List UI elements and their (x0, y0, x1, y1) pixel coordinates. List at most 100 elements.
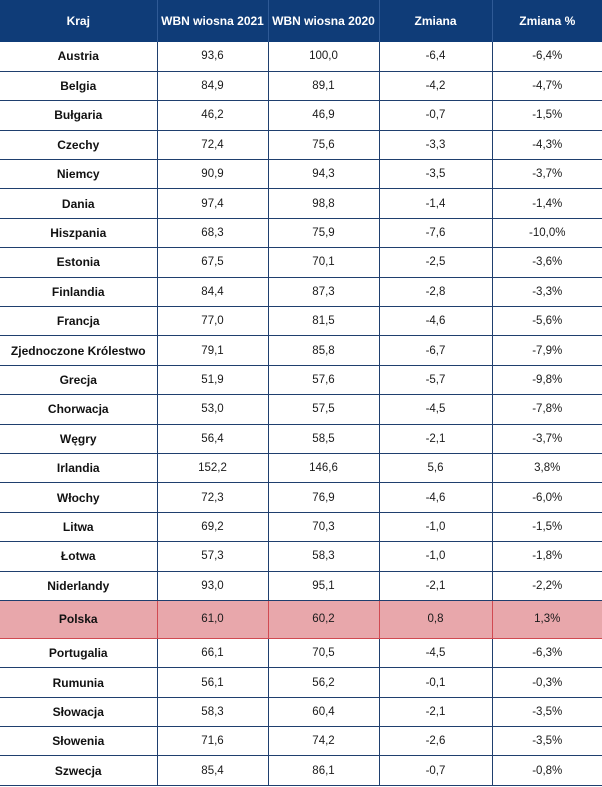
cell-wbn-2020: 98,8 (267, 188, 379, 219)
table-row: Węgry 56,4 58,5 -2,1 -3,7% (0, 424, 602, 454)
cell-change-pct: -1,4% (491, 188, 602, 219)
cell-wbn-2021: 69,2 (156, 512, 268, 543)
column-header-2020: WBN wiosna 2020 (267, 0, 379, 42)
table-row: Szwecja 85,4 86,1 -0,7 -0,8% (0, 755, 602, 786)
cell-change: -4,5 (378, 394, 492, 425)
cell-wbn-2021: 72,3 (156, 482, 268, 513)
cell-change-pct: 3,8% (491, 453, 602, 484)
cell-wbn-2021: 51,9 (156, 365, 268, 396)
cell-wbn-2020: 56,2 (267, 667, 379, 698)
table-header: Kraj WBN wiosna 2021 WBN wiosna 2020 Zmi… (0, 0, 602, 42)
table-row-highlighted: Polska 61,0 60,2 0,8 1,3% (0, 599, 602, 639)
cell-wbn-2020: 146,6 (267, 453, 379, 484)
table-row: Niderlandy 93,0 95,1 -2,1 -2,2% (0, 571, 602, 601)
column-header-change-pct: Zmiana % (491, 0, 602, 42)
table-row: Słowacja 58,3 60,4 -2,1 -3,5% (0, 697, 602, 728)
cell-wbn-2021: 97,4 (156, 188, 268, 219)
cell-wbn-2021: 93,0 (156, 571, 268, 601)
cell-change: 5,6 (378, 453, 492, 484)
cell-change: 0,8 (378, 599, 492, 639)
cell-wbn-2020: 58,3 (267, 541, 379, 572)
table-row: Portugalia 66,1 70,5 -4,5 -6,3% (0, 638, 602, 669)
cell-country: Belgia (0, 71, 157, 102)
cell-wbn-2020: 75,6 (267, 130, 379, 161)
table-body: Austria 93,6 100,0 -6,4 -6,4% Belgia 84,9 89,1-… (0, 42, 602, 786)
table-row: Czechy 72,4 75,6 -3,3 -4,3% (0, 130, 602, 161)
cell-country: Łotwa (0, 541, 157, 572)
cell-wbn-2021: 72,4 (156, 130, 268, 161)
cell-country: Chorwacja (0, 394, 157, 425)
table-row: Austria 93,6 100,0 -6,4 -6,4% (0, 42, 602, 72)
cell-country: Polska (0, 599, 157, 639)
cell-change: -2,1 (378, 424, 492, 454)
cell-change-pct: -6,3% (491, 638, 602, 669)
cell-change: -0,7 (378, 755, 492, 786)
cell-wbn-2020: 76,9 (267, 482, 379, 513)
cell-change: -0,1 (378, 667, 492, 698)
cell-wbn-2020: 87,3 (267, 277, 379, 308)
cell-change-pct: -1,5% (491, 100, 602, 131)
cell-change-pct: -7,9% (491, 335, 602, 366)
table-row: Dania 97,4 98,8 -1,4 -1,4% (0, 188, 602, 219)
cell-wbn-2021: 71,6 (156, 726, 268, 757)
cell-country: Austria (0, 42, 157, 72)
cell-country: Węgry (0, 424, 157, 454)
cell-change-pct: -0,8% (491, 755, 602, 786)
cell-country: Szwecja (0, 755, 157, 786)
cell-wbn-2021: 67,5 (156, 247, 268, 278)
cell-change-pct: -3,6% (491, 247, 602, 278)
cell-change: -4,5 (378, 638, 492, 669)
cell-change: -3,3 (378, 130, 492, 161)
cell-wbn-2020: 75,9 (267, 218, 379, 249)
cell-change-pct: -7,8% (491, 394, 602, 425)
table-row: Hiszpania 68,3 75,9 -7,6 -10,0% (0, 218, 602, 249)
cell-change: -4,6 (378, 482, 492, 513)
cell-change: -2,5 (378, 247, 492, 278)
cell-wbn-2020: 57,5 (267, 394, 379, 425)
table-row: Finlandia 84,4 87,3 -2,8 -3,3% (0, 277, 602, 308)
cell-wbn-2021: 56,4 (156, 424, 268, 454)
table-row: Niemcy 90,9 94,3 -3,5 -3,7% (0, 159, 602, 190)
cell-wbn-2020: 60,4 (267, 697, 379, 728)
column-header-country: Kraj (66, 14, 90, 28)
cell-wbn-2021: 57,3 (156, 541, 268, 572)
cell-change-pct: -2,2% (491, 571, 602, 601)
table-row: Chorwacja 53,0 57,5 -4,5 -7,8% (0, 394, 602, 425)
column-header-2021: WBN wiosna 2021 (156, 0, 268, 42)
cell-country: Portugalia (0, 638, 157, 669)
cell-country: Słowacja (0, 697, 157, 728)
cell-change: -5,7 (378, 365, 492, 396)
cell-wbn-2021: 61,0 (156, 599, 268, 639)
cell-wbn-2020: 58,5 (267, 424, 379, 454)
cell-wbn-2020: 70,3 (267, 512, 379, 543)
cell-wbn-2021: 46,2 (156, 100, 268, 131)
cell-change-pct: -9,8% (491, 365, 602, 396)
cell-change-pct: -6,4% (491, 42, 602, 72)
cell-wbn-2020: 60,2 (267, 599, 379, 639)
cell-country: Niemcy (0, 159, 157, 190)
cell-change-pct: 1,3% (491, 599, 602, 639)
table-row: Łotwa 57,3 58,3 -1,0 -1,8% (0, 541, 602, 572)
cell-change-pct: -1,5% (491, 512, 602, 543)
cell-change: -2,1 (378, 571, 492, 601)
cell-change: -6,4 (378, 42, 492, 72)
cell-change: -7,6 (378, 218, 492, 249)
cell-country: Estonia (0, 247, 157, 278)
cell-country: Włochy (0, 482, 157, 513)
cell-wbn-2021: 84,9 (156, 71, 268, 102)
table-row: Zjednoczone Królestwo 79,1 85,8 -6,7 -7,9% (0, 335, 602, 366)
cell-wbn-2021: 66,1 (156, 638, 268, 669)
cell-wbn-2021: 84,4 (156, 277, 268, 308)
cell-wbn-2020: 70,1 (267, 247, 379, 278)
cell-change-pct: -3,5% (491, 697, 602, 728)
cell-change-pct: -6,0% (491, 482, 602, 513)
cell-wbn-2020: 81,5 (267, 306, 379, 337)
cell-change: -2,8 (378, 277, 492, 308)
cell-country: Litwa (0, 512, 157, 543)
table-row: Grecja 51,9 57,6 -5,7 -9,8% (0, 365, 602, 396)
cell-change-pct: -10,0% (491, 218, 602, 249)
cell-wbn-2021: 53,0 (156, 394, 268, 425)
cell-change: -1,4 (378, 188, 492, 219)
